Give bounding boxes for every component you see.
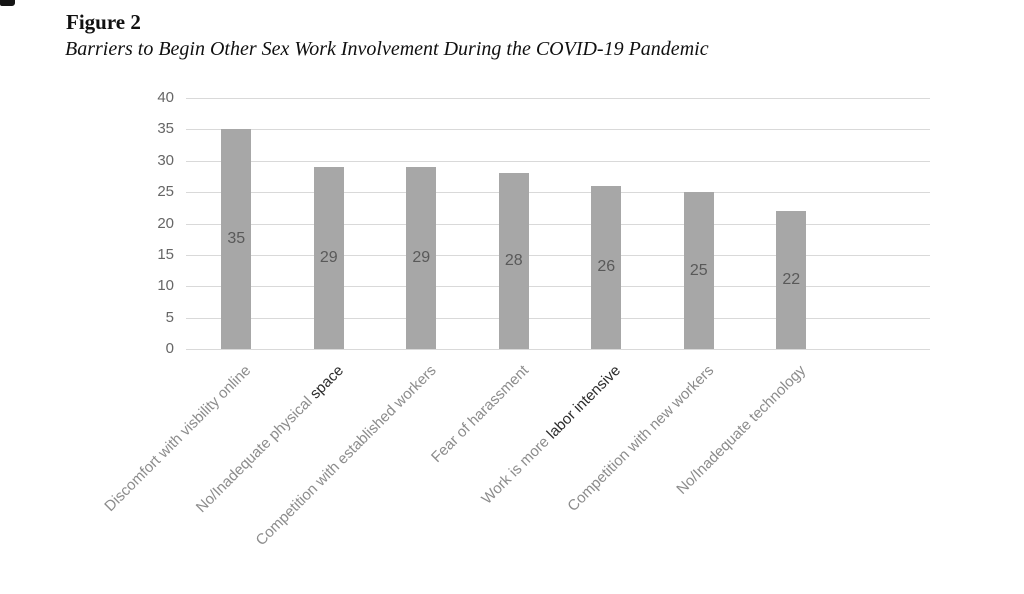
y-axis-tick-label: 35 [157, 120, 174, 138]
x-axis-category-label-text: Discomfort with visbility online [101, 362, 255, 515]
y-axis-tick-label: 25 [157, 183, 174, 201]
bar [683, 192, 714, 349]
bar-value-label: 35 [227, 230, 246, 248]
x-axis-category-label-text: No/Inadequate physical space [193, 362, 347, 516]
bar-value-label: 22 [782, 270, 801, 288]
gridline [186, 98, 930, 99]
gridline [186, 317, 930, 319]
gridline [186, 223, 930, 225]
bar [498, 173, 529, 349]
bar-value-label: 29 [319, 249, 338, 266]
gridline [186, 192, 930, 194]
gridline [186, 254, 930, 256]
bar [776, 210, 807, 349]
x-axis-category-label-text: Fear of harassment [427, 362, 532, 466]
bar-value-label: 29 [412, 249, 431, 266]
bar-value-label: 28 [504, 252, 523, 270]
gridline [186, 286, 930, 288]
bar [406, 167, 437, 349]
y-axis-tick-label: 0 [165, 340, 174, 357]
x-axis-category-label-text: Competition with new workers [563, 362, 717, 515]
y-axis-tick-label: 15 [157, 245, 174, 263]
x-axis-category-label-text: Competition with established workers [252, 362, 440, 550]
figure-label: Figure 2 [66, 10, 141, 34]
category-text: Work is more [478, 430, 556, 508]
y-axis-tick-label: 5 [165, 308, 174, 326]
gridline [186, 129, 930, 131]
category-text-dark: space [306, 362, 347, 403]
bar-value-label: 26 [597, 258, 616, 276]
y-axis-tick-label: 20 [157, 214, 174, 232]
bar [591, 185, 622, 349]
bar-value-label: 25 [689, 261, 708, 279]
y-axis-tick-label: 40 [157, 89, 174, 106]
gridline [186, 349, 930, 350]
y-axis-tick-label: 30 [157, 151, 174, 169]
category-text-dark: labor intensive [543, 362, 625, 443]
gridline [186, 160, 930, 162]
bar [313, 167, 344, 349]
scan-artifact-mark [0, 0, 15, 6]
bar [221, 129, 252, 349]
y-axis-tick-label: 10 [157, 277, 174, 295]
figure-caption: Barriers to Begin Other Sex Work Involve… [65, 38, 709, 60]
